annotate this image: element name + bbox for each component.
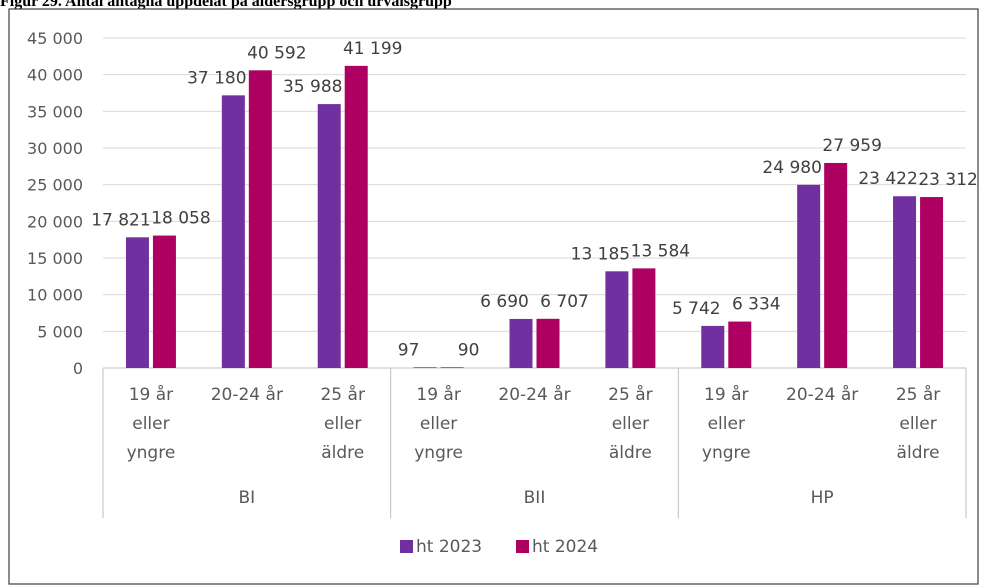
data-label: 6 707 bbox=[540, 292, 589, 312]
category-label: eller bbox=[132, 414, 169, 434]
bar-ht-2024 bbox=[152, 235, 176, 368]
data-label: 18 058 bbox=[151, 209, 210, 229]
category-label: eller bbox=[612, 414, 649, 434]
data-label: 41 199 bbox=[343, 39, 402, 59]
bar-ht-2024 bbox=[728, 321, 752, 368]
legend-label: ht 2024 bbox=[532, 537, 598, 557]
category-label: yngre bbox=[702, 443, 751, 463]
y-tick-label: 20 000 bbox=[27, 212, 83, 231]
data-label: 6 690 bbox=[480, 292, 529, 312]
category-label: 20-24 år bbox=[211, 384, 283, 405]
bar-ht-2023 bbox=[893, 196, 917, 368]
bar-ht-2023 bbox=[797, 184, 821, 368]
data-label: 6 334 bbox=[732, 295, 781, 315]
bar-ht-2024 bbox=[440, 367, 464, 368]
y-tick-label: 30 000 bbox=[27, 139, 83, 158]
bar-ht-2023 bbox=[221, 95, 245, 368]
data-label: 13 584 bbox=[631, 241, 690, 261]
bar-ht-2023 bbox=[125, 237, 149, 368]
bar-ht-2023 bbox=[509, 318, 533, 368]
group-label: BI bbox=[238, 488, 255, 508]
bar-ht-2023 bbox=[317, 104, 341, 368]
data-label: 13 185 bbox=[571, 244, 630, 264]
legend: ht 2023 ht 2024 bbox=[400, 537, 598, 557]
y-tick-label: 10 000 bbox=[27, 286, 83, 305]
bars bbox=[125, 65, 944, 369]
bar-ht-2023 bbox=[605, 271, 629, 368]
group-label: HP bbox=[811, 488, 834, 508]
legend-swatch bbox=[400, 540, 413, 553]
data-label: 27 959 bbox=[822, 136, 881, 156]
data-label: 23 422 bbox=[858, 169, 917, 189]
legend-label: ht 2023 bbox=[416, 537, 482, 557]
category-label: yngre bbox=[414, 443, 463, 463]
group-label: BII bbox=[524, 488, 546, 508]
bar-ht-2023 bbox=[701, 325, 725, 368]
category-label: 19 år bbox=[129, 384, 173, 405]
chart-border bbox=[8, 8, 979, 585]
data-label: 35 988 bbox=[283, 77, 342, 97]
y-tick-label: 15 000 bbox=[27, 249, 83, 268]
category-label: äldre bbox=[897, 443, 940, 463]
bar-ht-2024 bbox=[344, 65, 368, 369]
category-label: yngre bbox=[127, 443, 176, 463]
legend-swatch bbox=[516, 540, 529, 553]
gridlines bbox=[103, 37, 966, 369]
category-label: 19 år bbox=[704, 384, 748, 405]
data-label: 40 592 bbox=[247, 43, 306, 63]
category-label: äldre bbox=[609, 443, 652, 463]
y-tick-label: 5 000 bbox=[37, 322, 83, 341]
category-label: 25 år bbox=[320, 384, 364, 405]
y-tick-label: 25 000 bbox=[27, 176, 83, 195]
bar-ht-2023 bbox=[413, 367, 437, 368]
category-label: 25 år bbox=[608, 384, 652, 405]
y-axis-ticks: 0 5 000 10 000 15 000 20 000 25 000 30 000 35 0… bbox=[27, 29, 83, 378]
data-label: 97 bbox=[398, 340, 420, 360]
category-label: eller bbox=[324, 414, 361, 434]
category-label: eller bbox=[899, 414, 936, 434]
bar-ht-2024 bbox=[824, 162, 848, 368]
figure-title: Figur 29. Antal antagna uppdelat på ålde… bbox=[0, 0, 452, 10]
bar-ht-2024 bbox=[632, 268, 656, 368]
y-tick-label: 40 000 bbox=[27, 66, 83, 85]
category-label: 20-24 år bbox=[786, 384, 858, 405]
category-label: äldre bbox=[321, 443, 364, 463]
x-axis: 19 år eller yngre 20-24 år 25 år eller äldre 19… bbox=[102, 368, 967, 518]
bar-ht-2024 bbox=[248, 70, 272, 369]
category-label: 19 år bbox=[416, 384, 460, 405]
category-label: 20-24 år bbox=[498, 384, 570, 405]
data-label: 17 821 bbox=[91, 210, 150, 230]
data-label: 37 180 bbox=[187, 68, 246, 88]
category-label: eller bbox=[420, 414, 457, 434]
data-label: 5 742 bbox=[672, 299, 721, 319]
y-tick-label: 35 000 bbox=[27, 102, 83, 121]
category-label: 25 år bbox=[896, 384, 940, 405]
bar-ht-2024 bbox=[920, 197, 944, 368]
y-tick-label: 0 bbox=[73, 359, 83, 378]
category-label: eller bbox=[708, 414, 745, 434]
data-label: 90 bbox=[458, 340, 480, 360]
data-label: 23 312 bbox=[918, 170, 977, 190]
data-label: 24 980 bbox=[762, 158, 821, 178]
bar-ht-2024 bbox=[536, 318, 560, 368]
y-tick-label: 45 000 bbox=[27, 29, 83, 48]
